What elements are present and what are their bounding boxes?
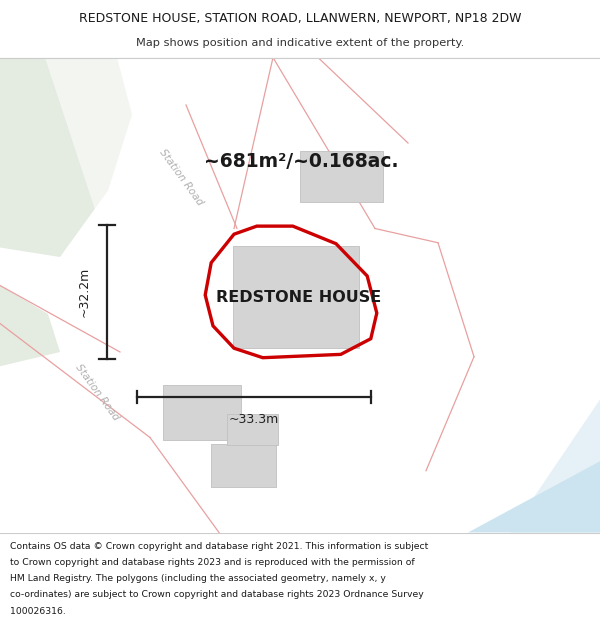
Polygon shape <box>510 399 600 532</box>
Text: ~32.2m: ~32.2m <box>77 267 91 317</box>
Bar <box>233 246 359 348</box>
Text: 100026316.: 100026316. <box>10 606 65 616</box>
Polygon shape <box>468 461 600 532</box>
Text: REDSTONE HOUSE, STATION ROAD, LLANWERN, NEWPORT, NP18 2DW: REDSTONE HOUSE, STATION ROAD, LLANWERN, … <box>79 12 521 24</box>
Bar <box>211 444 276 488</box>
Text: Map shows position and indicative extent of the property.: Map shows position and indicative extent… <box>136 39 464 48</box>
Polygon shape <box>45 58 273 532</box>
Text: Station Road: Station Road <box>73 362 121 423</box>
Text: ~681m²/~0.168ac.: ~681m²/~0.168ac. <box>204 151 398 171</box>
Text: co-ordinates) are subject to Crown copyright and database rights 2023 Ordnance S: co-ordinates) are subject to Crown copyr… <box>10 590 424 599</box>
Bar <box>227 414 278 444</box>
Bar <box>163 385 241 440</box>
Text: HM Land Registry. The polygons (including the associated geometry, namely x, y: HM Land Registry. The polygons (includin… <box>10 574 385 583</box>
Text: Station Road: Station Road <box>157 147 205 208</box>
Polygon shape <box>117 58 342 532</box>
Text: to Crown copyright and database rights 2023 and is reproduced with the permissio: to Crown copyright and database rights 2… <box>10 558 414 567</box>
Text: ~33.3m: ~33.3m <box>229 413 279 426</box>
Text: Contains OS data © Crown copyright and database right 2021. This information is : Contains OS data © Crown copyright and d… <box>10 542 428 551</box>
Polygon shape <box>0 286 60 366</box>
Bar <box>300 151 383 202</box>
Polygon shape <box>0 58 132 257</box>
Text: REDSTONE HOUSE: REDSTONE HOUSE <box>216 290 382 305</box>
